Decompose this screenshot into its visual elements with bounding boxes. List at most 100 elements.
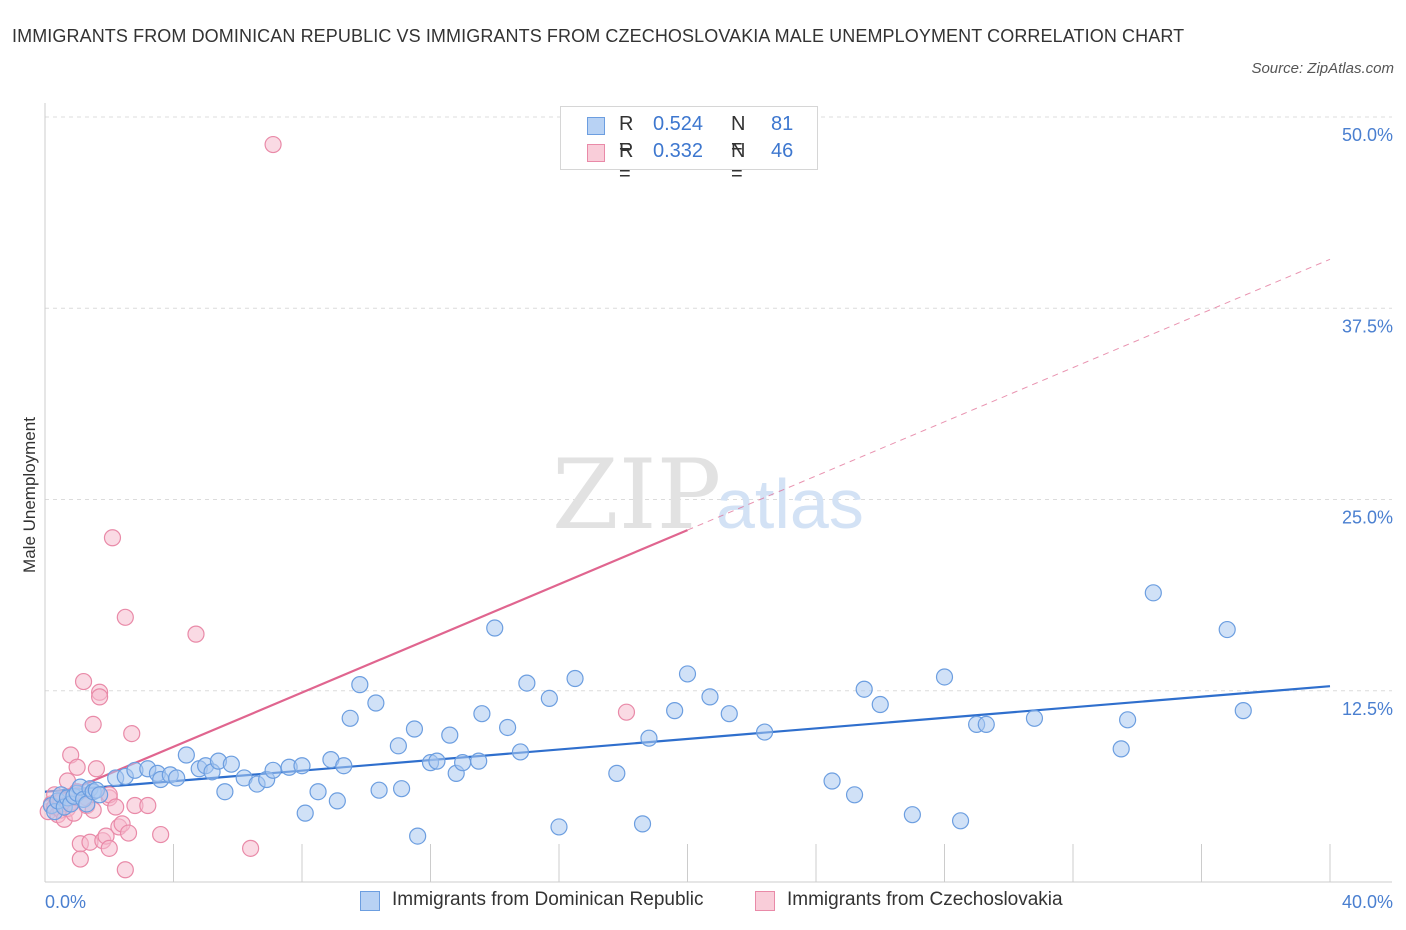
point-czechoslovakia xyxy=(84,715,102,734)
legend-swatch-blue xyxy=(587,117,605,135)
point-dominican-republic xyxy=(264,761,282,779)
point-czechoslovakia xyxy=(152,825,170,844)
point-dominican-republic xyxy=(168,769,186,787)
legend-swatch-pink xyxy=(587,144,605,162)
y-tick-label: 50.0% xyxy=(1342,125,1393,145)
y-tick-label: 37.5% xyxy=(1342,316,1393,336)
point-dominican-republic xyxy=(405,720,424,738)
point-dominican-republic xyxy=(511,743,530,761)
legend-n-label: N = xyxy=(731,113,746,158)
y-axis-label: Male Unemployment xyxy=(20,417,39,573)
point-dominican-republic xyxy=(486,619,504,637)
chart-title: IMMIGRANTS FROM DOMINICAN REPUBLIC VS IM… xyxy=(12,26,1185,46)
point-dominican-republic xyxy=(454,754,472,772)
point-dominican-republic xyxy=(935,668,954,686)
watermark-atlas: atlas xyxy=(716,465,864,543)
point-dominican-republic xyxy=(951,812,970,830)
point-dominican-republic xyxy=(1112,740,1130,758)
point-dominican-republic xyxy=(441,726,459,744)
point-dominican-republic xyxy=(608,764,626,782)
point-czechoslovakia xyxy=(74,672,93,691)
bottom-legend-swatch-blue xyxy=(360,891,380,911)
bottom-legend-label: Immigrants from Dominican Republic xyxy=(392,889,704,910)
point-dominican-republic xyxy=(1234,702,1252,720)
point-czechoslovakia xyxy=(91,688,109,706)
point-dominican-republic xyxy=(222,755,240,773)
point-dominican-republic xyxy=(903,806,921,824)
point-dominican-republic xyxy=(309,783,327,801)
point-dominican-republic xyxy=(566,669,584,688)
point-czechoslovakia xyxy=(119,824,138,842)
point-dominican-republic xyxy=(470,752,488,770)
watermark-zip: ZIP xyxy=(552,439,721,551)
point-czechoslovakia xyxy=(68,758,86,776)
trend-line-dominican-republic xyxy=(44,685,1331,793)
bottom-legend-swatch-pink xyxy=(755,891,775,911)
point-dominican-republic xyxy=(540,689,558,708)
point-czechoslovakia xyxy=(71,850,89,868)
point-dominican-republic xyxy=(666,702,684,720)
point-dominican-republic xyxy=(1144,584,1162,602)
point-dominican-republic xyxy=(392,780,411,798)
legend-r-label: R = xyxy=(619,140,634,185)
gridlines xyxy=(45,116,1392,692)
axes xyxy=(44,103,1392,883)
point-dominican-republic xyxy=(755,723,774,741)
y-tick-label: 12.5% xyxy=(1342,699,1393,719)
point-dominican-republic xyxy=(370,781,388,799)
point-dominican-republic xyxy=(91,786,109,804)
point-dominican-republic xyxy=(701,688,719,706)
point-czechoslovakia xyxy=(103,529,122,547)
point-dominican-republic xyxy=(473,705,491,723)
point-dominican-republic xyxy=(428,752,446,770)
point-czechoslovakia xyxy=(617,703,636,721)
trend-line-czechoslovakia-extension xyxy=(687,258,1331,531)
legend-r-value: 0.524 xyxy=(653,113,704,135)
legend: R = 0.524 N = 81 R = 0.332 N = 46 xyxy=(560,106,818,185)
trend-line-czechoslovakia xyxy=(44,529,688,802)
point-czechoslovakia xyxy=(123,724,141,743)
y-tick-label: 25.0% xyxy=(1342,508,1393,528)
data-points xyxy=(39,135,1252,879)
legend-n-value: 46 xyxy=(771,140,794,162)
legend-n-value: 81 xyxy=(771,113,794,135)
point-czechoslovakia xyxy=(139,796,157,815)
point-dominican-republic xyxy=(845,786,864,804)
point-czechoslovakia xyxy=(264,135,282,154)
tick-labels: 12.5% 25.0% 37.5% 50.0% 0.0% 40.0% xyxy=(45,125,1393,912)
point-dominican-republic xyxy=(1119,711,1137,729)
point-dominican-republic xyxy=(351,676,369,694)
point-dominican-republic xyxy=(341,709,359,727)
point-dominican-republic xyxy=(177,746,195,764)
x-tick-label: 40.0% xyxy=(1342,892,1393,912)
point-dominican-republic xyxy=(977,715,995,734)
point-dominican-republic xyxy=(499,718,517,737)
point-dominican-republic xyxy=(633,815,652,833)
point-dominican-republic xyxy=(720,705,738,723)
point-dominican-republic xyxy=(1218,620,1236,639)
point-dominican-republic xyxy=(328,792,346,810)
point-dominican-republic xyxy=(296,804,314,822)
point-dominican-republic xyxy=(855,680,873,698)
point-dominican-republic xyxy=(1025,709,1044,727)
trend-lines xyxy=(44,258,1331,802)
point-dominican-republic xyxy=(518,674,536,692)
bottom-legend-label: Immigrants from Czechoslovakia xyxy=(787,889,1063,910)
x-tick-label: 0.0% xyxy=(45,892,86,912)
point-dominican-republic xyxy=(823,772,841,790)
legend-r-value: 0.332 xyxy=(653,140,704,162)
source-label: Source: ZipAtlas.com xyxy=(1251,60,1394,77)
point-dominican-republic xyxy=(293,757,311,775)
legend-n-label: N = xyxy=(731,140,746,185)
point-dominican-republic xyxy=(640,729,658,747)
point-czechoslovakia xyxy=(116,861,134,879)
legend-r-label: R = xyxy=(619,113,634,158)
point-dominican-republic xyxy=(367,694,385,712)
point-czechoslovakia xyxy=(107,798,125,816)
point-dominican-republic xyxy=(678,665,697,683)
point-dominican-republic xyxy=(409,827,427,845)
point-dominican-republic xyxy=(871,695,889,714)
point-czechoslovakia xyxy=(100,839,118,857)
point-dominican-republic xyxy=(550,818,568,836)
